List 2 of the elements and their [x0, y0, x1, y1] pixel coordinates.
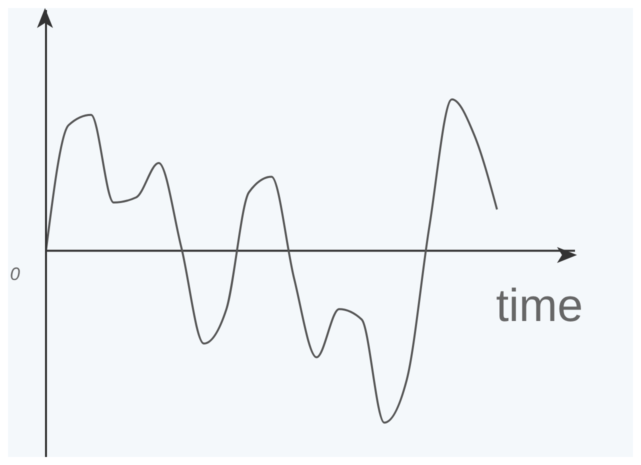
x-axis-title: time	[496, 278, 583, 332]
text: 0	[10, 264, 20, 285]
